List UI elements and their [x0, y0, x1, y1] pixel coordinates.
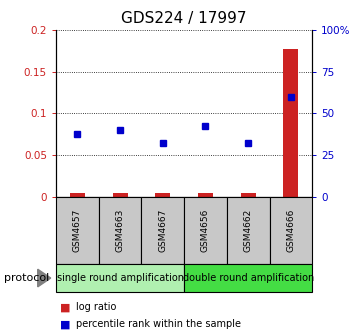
Text: GSM4667: GSM4667 — [158, 208, 167, 252]
Text: GSM4656: GSM4656 — [201, 208, 210, 252]
Text: ■: ■ — [60, 302, 70, 312]
Bar — [155, 193, 170, 197]
Text: percentile rank within the sample: percentile rank within the sample — [76, 319, 241, 329]
Polygon shape — [38, 269, 51, 287]
Bar — [70, 193, 85, 197]
Text: single round amplification: single round amplification — [57, 273, 183, 283]
Bar — [241, 193, 256, 197]
Text: double round amplification: double round amplification — [183, 273, 314, 283]
Bar — [198, 193, 213, 197]
Text: GSM4666: GSM4666 — [286, 208, 295, 252]
Text: GSM4657: GSM4657 — [73, 208, 82, 252]
Title: GDS224 / 17997: GDS224 / 17997 — [121, 11, 247, 26]
Text: GSM4662: GSM4662 — [244, 209, 253, 252]
Text: log ratio: log ratio — [76, 302, 116, 312]
Text: GSM4663: GSM4663 — [116, 208, 125, 252]
Bar — [113, 193, 127, 197]
Text: protocol: protocol — [4, 273, 49, 283]
Bar — [283, 48, 299, 197]
Text: ■: ■ — [60, 319, 70, 329]
